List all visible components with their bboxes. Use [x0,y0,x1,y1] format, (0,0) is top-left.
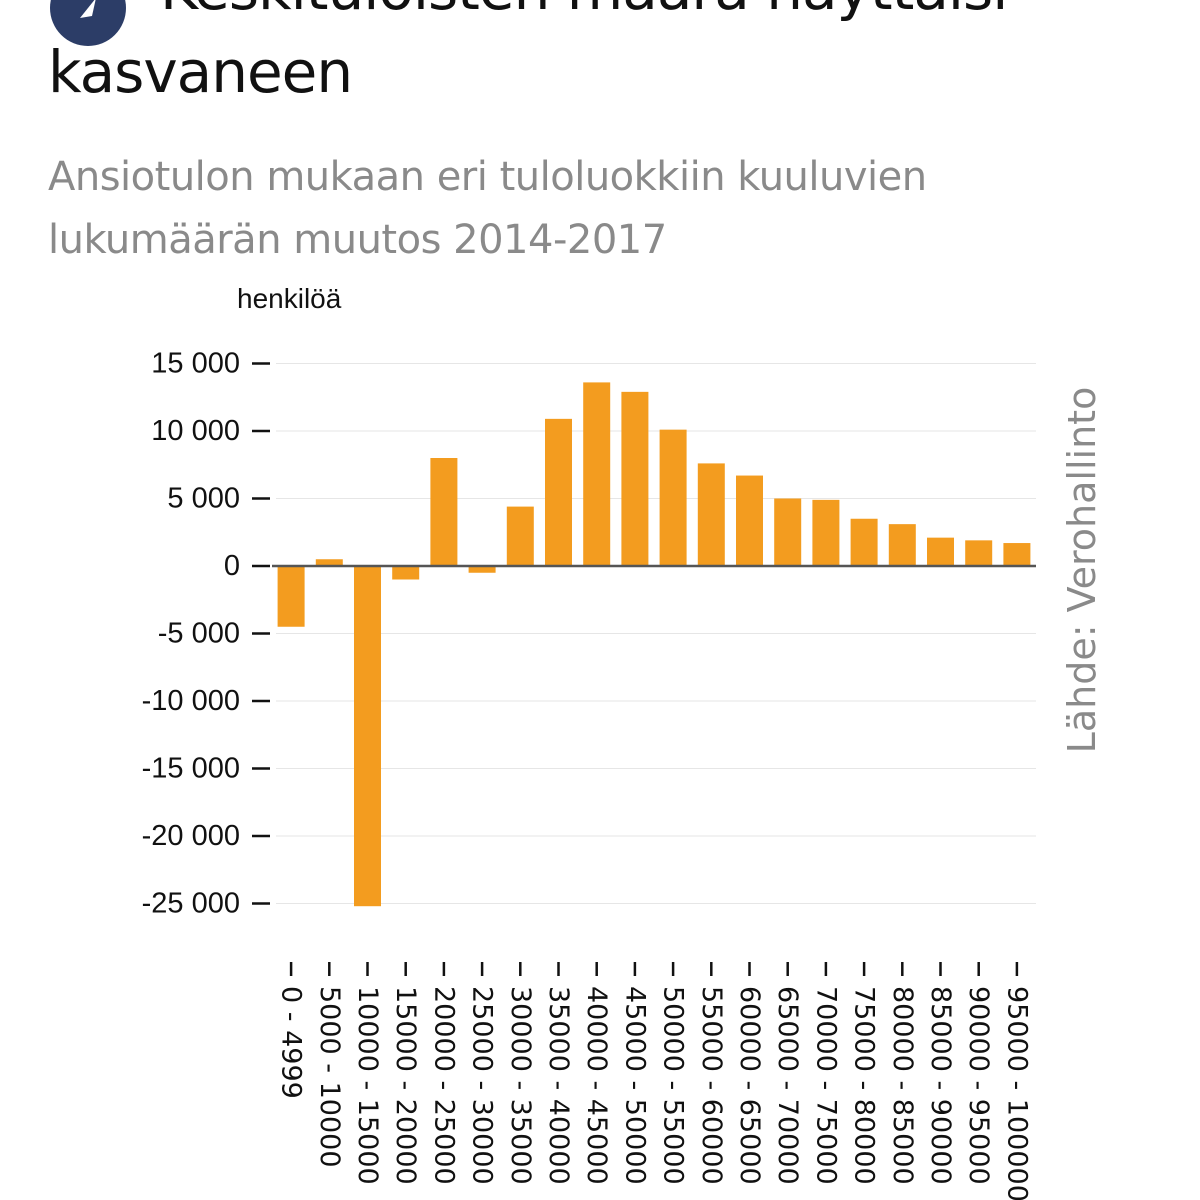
bar [812,499,840,566]
x-tick-label: 20000 - 25000 [428,986,459,1185]
bar [354,566,381,907]
bar [468,566,496,573]
bar [736,475,763,566]
x-tick-label: 50000 - 55000 [658,986,689,1185]
bar [392,566,420,580]
x-tick-label: 80000 - 85000 [887,986,918,1185]
x-tick-label: 90000 - 95000 [963,986,994,1185]
bar [850,518,878,566]
bar [277,566,305,627]
y-tick-label: 10 000 [151,415,240,447]
bar [888,524,916,566]
x-tick-label: 35000 - 40000 [543,986,574,1185]
x-tick-label: 25000 - 30000 [467,986,498,1185]
bar [927,537,954,566]
x-tick-label: 65000 - 70000 [772,986,803,1185]
bar [1003,543,1031,566]
bar [506,506,534,566]
y-tick-label: -25 000 [142,888,240,920]
bar [697,463,725,566]
y-tick-label: -10 000 [142,685,240,717]
bar [659,429,687,566]
bar [545,418,572,566]
x-tick-label: 85000 - 90000 [925,986,956,1185]
bar [774,498,802,566]
x-tick-label: 75000 - 80000 [849,986,880,1185]
y-tick-label: 5 000 [167,483,240,515]
x-tick-label: 10000 - 15000 [352,986,383,1185]
bar [583,382,611,566]
y-tick-label: -20 000 [142,820,240,852]
x-tick-label: 15000 - 20000 [390,986,421,1185]
y-tick-label: -15 000 [142,753,240,785]
x-tick-label: 95000 - 100000 [1001,986,1032,1200]
chart-title: Keskituloisten määrä näyttäisi kasvaneen [48,0,1008,106]
y-tick-label: 15 000 [151,348,240,380]
x-tick-label: 30000 - 35000 [505,986,536,1185]
x-tick-label: 0 - 4999 [276,986,307,1099]
x-tick-label: 40000 - 45000 [581,986,612,1185]
y-axis-label: henkilöä [237,283,342,314]
bar [621,391,649,566]
y-tick-label: 0 [224,550,240,582]
bar [315,559,343,566]
x-tick-label: 55000 - 60000 [696,986,727,1185]
bar [965,540,993,566]
y-tick-label: -5 000 [158,618,240,650]
x-tick-label: 60000 - 65000 [734,986,765,1185]
title-row: Keskituloisten määrä näyttäisi kasvaneen [48,0,1178,208]
logo-icon [50,0,126,46]
x-tick-label: 5000 - 10000 [314,986,345,1168]
chart-subtitle: Ansiotulon mukaan eri tuloluokkiin kuulu… [48,154,927,263]
bar [430,458,458,566]
x-tick-label: 70000 - 75000 [810,986,841,1185]
x-tick-label: 45000 - 50000 [619,986,650,1185]
